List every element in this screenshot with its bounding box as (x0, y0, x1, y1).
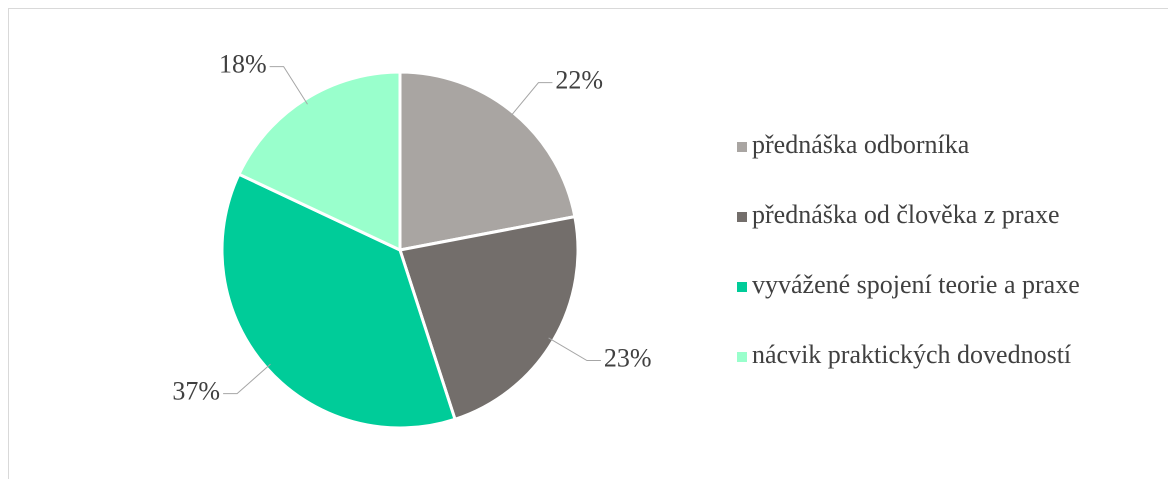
leader-line (509, 82, 553, 118)
legend-label: přednáška od člověka z praxe (752, 200, 1060, 229)
chart-frame (8, 8, 1168, 479)
legend-swatch (737, 142, 747, 152)
legend-label: vyvážené spojení teorie a praxe (752, 270, 1080, 299)
leader-line (223, 363, 271, 395)
data-label: 37% (172, 377, 220, 406)
leader-line (269, 66, 308, 105)
legend-label: přednáška odborníka (752, 130, 970, 159)
data-label: 18% (219, 50, 267, 79)
data-label: 23% (604, 344, 652, 373)
legend-swatch (737, 212, 747, 222)
data-label: 22% (555, 66, 603, 95)
legend-label: nácvik praktických dovedností (752, 340, 1071, 369)
leader-line (548, 337, 601, 362)
legend-swatch (737, 282, 747, 292)
legend-swatch (737, 352, 747, 362)
